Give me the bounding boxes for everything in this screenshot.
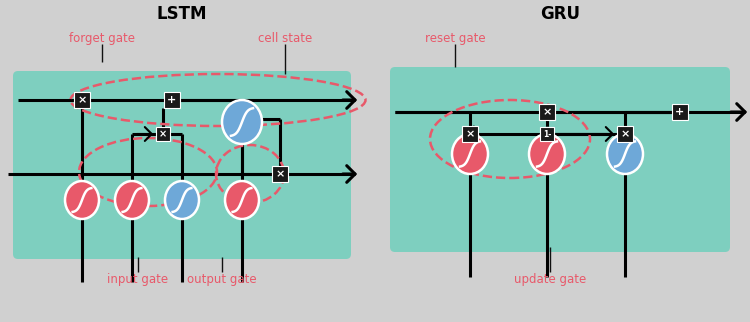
Text: LSTM: LSTM: [157, 5, 207, 23]
FancyBboxPatch shape: [13, 71, 351, 259]
Text: output gate: output gate: [188, 273, 256, 287]
Ellipse shape: [225, 181, 259, 219]
Text: ×: ×: [620, 129, 630, 139]
Text: +: +: [675, 107, 685, 117]
FancyBboxPatch shape: [617, 126, 633, 142]
FancyBboxPatch shape: [74, 92, 90, 108]
Text: 1-: 1-: [543, 129, 551, 138]
FancyBboxPatch shape: [156, 127, 170, 141]
Text: ×: ×: [275, 169, 285, 179]
Text: +: +: [167, 95, 177, 105]
Ellipse shape: [115, 181, 149, 219]
Text: ×: ×: [542, 107, 552, 117]
Ellipse shape: [452, 134, 488, 174]
FancyBboxPatch shape: [462, 126, 478, 142]
Ellipse shape: [529, 134, 565, 174]
FancyBboxPatch shape: [672, 104, 688, 120]
Text: reset gate: reset gate: [424, 32, 485, 44]
Text: cell state: cell state: [258, 32, 312, 44]
FancyBboxPatch shape: [539, 104, 555, 120]
Ellipse shape: [65, 181, 99, 219]
FancyBboxPatch shape: [164, 92, 180, 108]
Ellipse shape: [607, 134, 643, 174]
Ellipse shape: [165, 181, 199, 219]
FancyBboxPatch shape: [272, 166, 288, 182]
Text: update gate: update gate: [514, 273, 586, 287]
Text: input gate: input gate: [107, 273, 169, 287]
Text: ×: ×: [159, 129, 167, 139]
Ellipse shape: [222, 100, 262, 144]
FancyBboxPatch shape: [390, 67, 730, 252]
Text: ×: ×: [77, 95, 87, 105]
FancyBboxPatch shape: [540, 127, 554, 141]
Text: GRU: GRU: [540, 5, 580, 23]
Text: ×: ×: [465, 129, 475, 139]
Text: forget gate: forget gate: [69, 32, 135, 44]
